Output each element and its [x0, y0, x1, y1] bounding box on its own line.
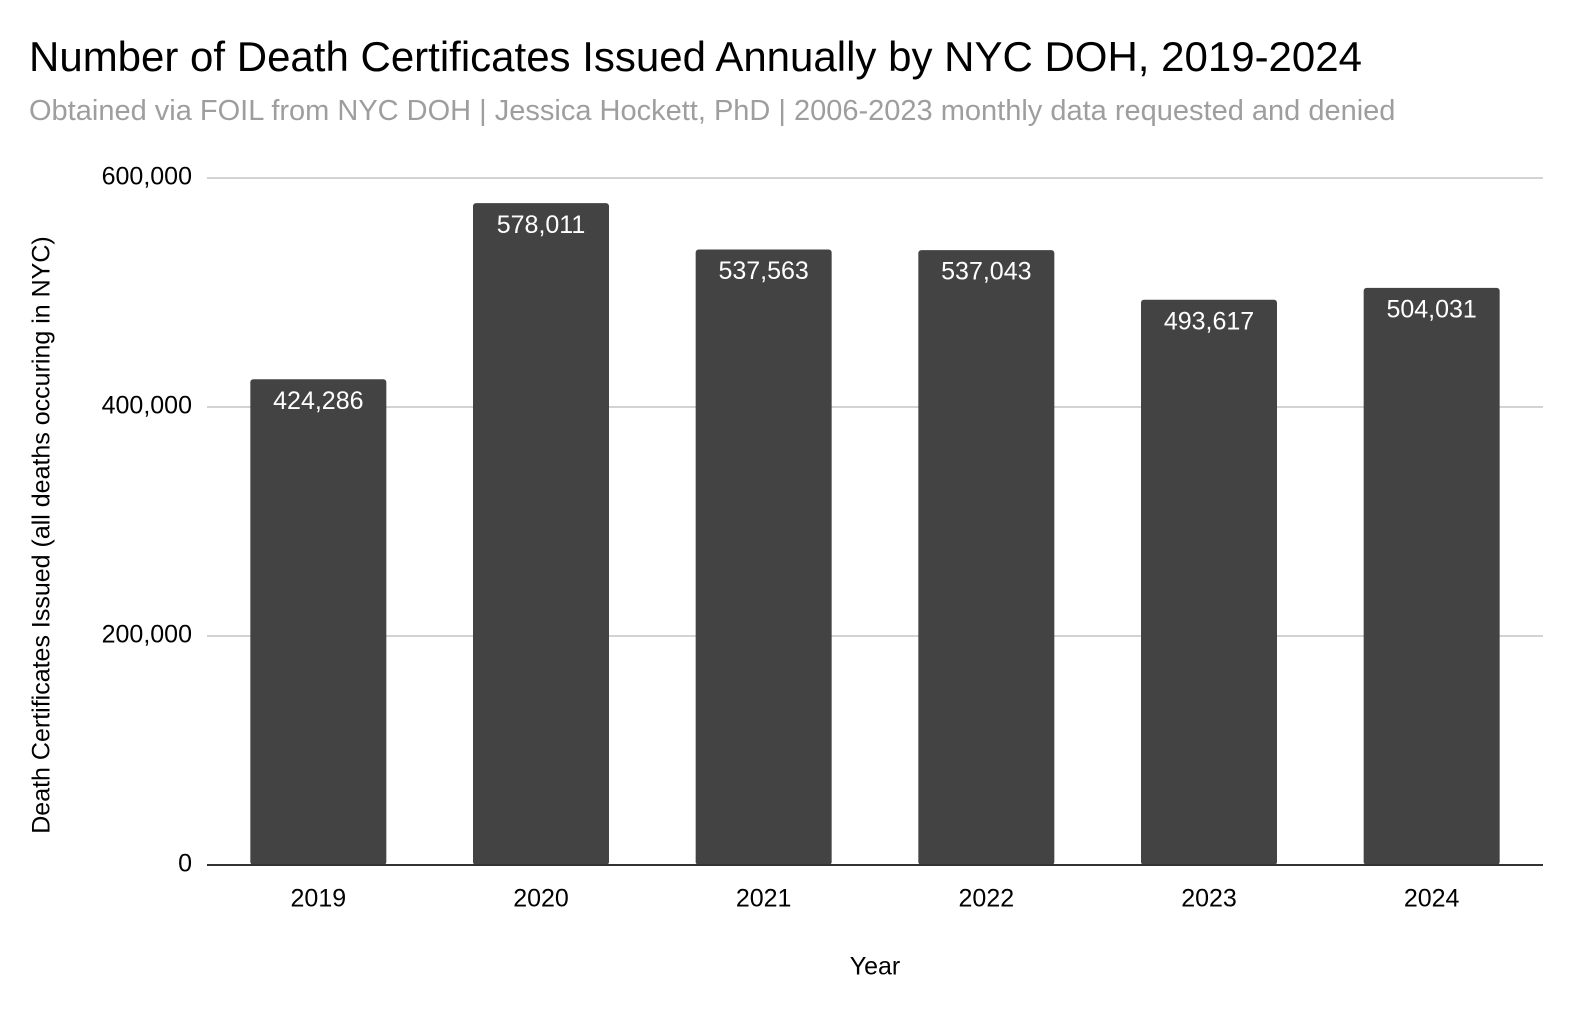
bar-2021 — [695, 249, 832, 866]
y-tick-labels: 0 200,000 400,000 600,000 — [102, 163, 192, 878]
x-tick-labels: 2019 2020 2021 2022 2023 2024 — [291, 885, 1460, 913]
data-label: 537,043 — [941, 258, 1031, 286]
x-tick-label: 2020 — [513, 885, 569, 913]
bar-2023 — [1141, 299, 1277, 865]
y-axis-title: Death Certificates Issued (all deaths oc… — [28, 236, 56, 834]
bar-2022 — [918, 250, 1055, 866]
bar-2020 — [473, 203, 609, 866]
x-tick-label: 2019 — [291, 885, 347, 913]
data-label: 504,031 — [1386, 295, 1476, 323]
bar-2019 — [250, 379, 387, 865]
bars — [250, 203, 1500, 866]
y-tick-label: 400,000 — [102, 392, 192, 420]
y-tick-label: 0 — [178, 850, 192, 878]
chart-subtitle: Obtained via FOIL from NYC DOH | Jessica… — [29, 95, 1396, 127]
y-tick-label: 600,000 — [102, 163, 192, 191]
data-label: 493,617 — [1164, 307, 1254, 335]
data-label: 578,011 — [497, 211, 586, 239]
x-tick-label: 2024 — [1404, 885, 1460, 913]
bar-2024 — [1363, 287, 1500, 865]
data-label: 424,286 — [273, 387, 363, 415]
chart-title: Number of Death Certificates Issued Annu… — [29, 33, 1362, 80]
x-tick-label: 2023 — [1181, 885, 1237, 913]
data-labels: 424,286 578,011 537,563 537,043 493,617 504,0… — [273, 211, 1477, 415]
gridlines — [207, 177, 1543, 637]
x-tick-label: 2022 — [959, 885, 1015, 913]
x-axis-title: Year — [850, 953, 901, 981]
x-tick-label: 2021 — [736, 885, 792, 913]
data-label: 537,563 — [718, 257, 808, 285]
y-tick-label: 200,000 — [102, 621, 192, 649]
